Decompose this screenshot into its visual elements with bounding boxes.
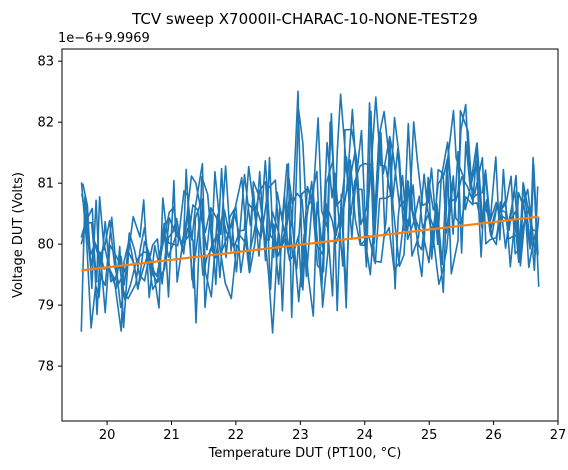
y-tick-label: 80	[37, 238, 54, 253]
axis-ticks: 20 21 22 23 24 25 26 27 78 79 80 81 82 83	[37, 55, 566, 443]
measurement-trace	[82, 96, 540, 319]
y-tick-label: 83	[37, 55, 54, 70]
x-tick-label: 25	[421, 428, 438, 443]
axes-frame	[61, 48, 559, 422]
measurement-trace	[80, 108, 538, 316]
plot-area	[80, 90, 540, 334]
x-tick-label: 20	[99, 428, 116, 443]
x-tick-label: 27	[550, 428, 567, 443]
y-tick-label: 82	[37, 116, 54, 131]
y-axis-label: Voltage DUT (Volts)	[11, 172, 26, 298]
x-tick-label: 21	[163, 428, 180, 443]
x-axis-label: Temperature DUT (PT100, °C)	[208, 446, 402, 461]
x-tick-label: 23	[292, 428, 309, 443]
measurement-trace	[80, 90, 539, 324]
chart-title: TCV sweep X7000II-CHARAC-10-NONE-TEST29	[131, 10, 478, 28]
measurement-trace	[80, 103, 539, 332]
linear-fit-line	[81, 215, 539, 272]
y-tick-label: 78	[37, 360, 54, 375]
measurement-trace	[81, 102, 539, 334]
x-tick-label: 22	[228, 428, 245, 443]
x-tick-label: 24	[356, 428, 373, 443]
y-tick-label: 79	[37, 299, 54, 314]
y-tick-label: 81	[37, 177, 54, 192]
y-offset-label: 1e−6+9.9969	[58, 31, 150, 46]
x-tick-label: 26	[485, 428, 502, 443]
